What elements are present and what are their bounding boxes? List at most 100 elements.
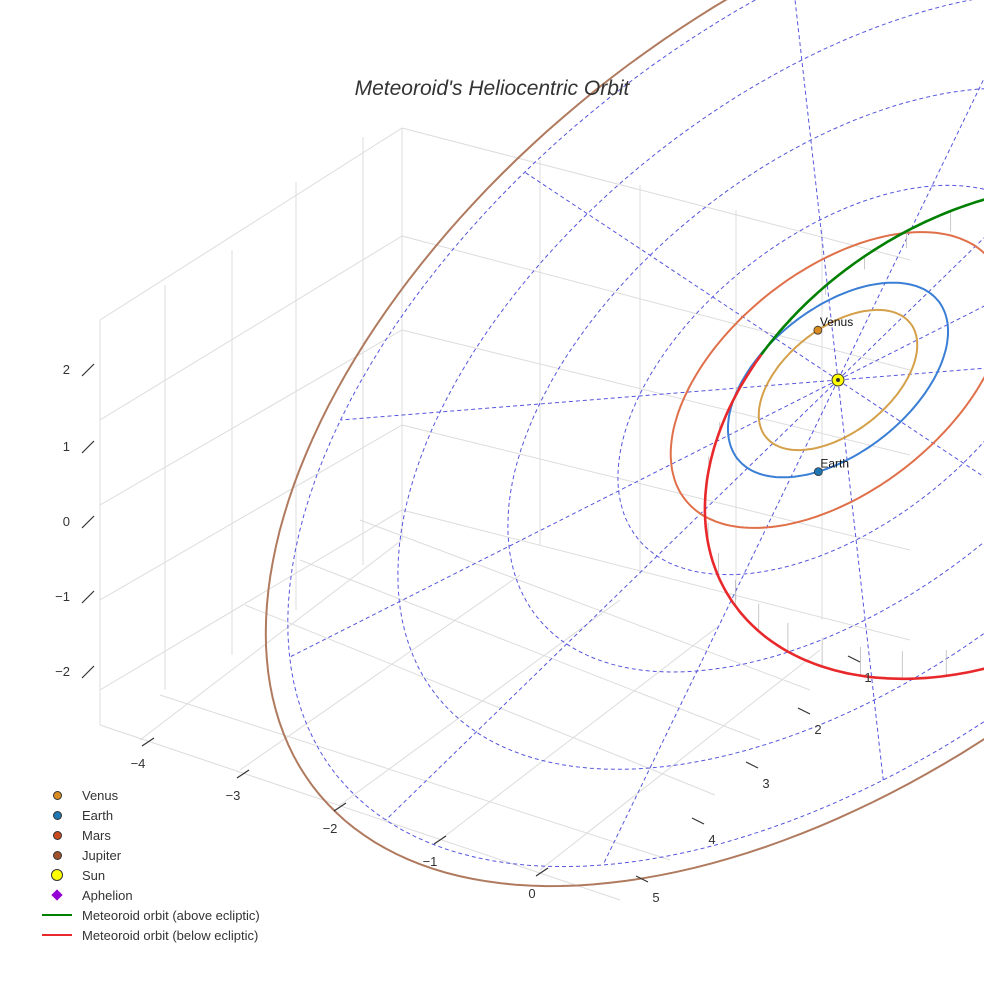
legend-label: Sun [82,867,106,883]
grid-line [339,599,621,806]
grid-line [99,329,403,506]
y-tick-mark [745,761,759,769]
grid-line [139,539,403,741]
y-tick-label: 2 [814,722,821,737]
legend-item-venus[interactable]: Venus [38,785,260,805]
z-tick-label: 2 [63,362,70,377]
jupiter-marker-icon [52,850,62,860]
legend-label: Venus [82,787,119,803]
z-tick-mark [81,665,95,679]
axis-grid [99,127,911,901]
aphelion-marker-icon [51,889,63,901]
grid-line [439,624,721,841]
grid-line [539,649,821,871]
planet-orbits [264,0,984,888]
z-tick-label: −1 [55,589,70,604]
legend-label: Meteoroid orbit (below ecliptic) [82,927,259,943]
legend-label: Aphelion [82,887,133,903]
legend-label: Meteoroid orbit (above ecliptic) [82,907,260,923]
z-tick-mark [81,440,95,454]
grid-line [401,509,911,641]
ecliptic-spoke [602,379,839,866]
legend-label: Mars [82,827,111,843]
meteoroid-orbit-below-ecliptic [703,353,984,681]
z-tick-label: −2 [55,664,70,679]
ecliptic-spoke [837,379,884,781]
z-tick-mark [81,590,95,604]
sun-center [836,378,840,382]
below-ecliptic-line-icon [42,934,72,936]
y-tick-mark [635,875,649,883]
x-tick-mark [433,835,447,845]
grid-line [244,604,716,796]
meteoroid-orbit-above-ecliptic [760,198,984,356]
mars-marker-icon [52,830,62,840]
y-tick-label: 1 [864,670,871,685]
ecliptic-grid [287,0,984,868]
grid-line [99,235,403,421]
legend: Venus Earth Mars Jupiter Sun Aphelion Me… [38,785,260,945]
x-tick-label: 0 [528,886,535,901]
ecliptic-ring [507,88,984,673]
y-tick-label: 5 [652,890,659,905]
meteoroid-stems [704,211,952,679]
grid-line [99,509,403,691]
y-tick-mark [691,817,705,825]
planet-label-venus: Venus [820,315,853,329]
z-tick-label: 0 [63,514,70,529]
earth-marker-icon [52,810,62,820]
x-tick-label: −3 [226,788,241,803]
axis-ticks: −2 −1 0 1 2 −4 −3 −2 −1 0 1 2 3 4 5 [55,362,871,905]
y-tick-mark [847,655,861,663]
sun-marker-icon [51,869,63,881]
orbit-venus [757,308,919,452]
z-tick-label: 1 [63,439,70,454]
legend-item-jupiter[interactable]: Jupiter [38,845,260,865]
x-tick-label: −4 [131,756,146,771]
ecliptic-spoke [837,77,984,381]
grid-line [159,694,671,861]
orbit-mars [669,231,984,529]
ecliptic-ring [287,0,984,868]
planet-marker-venus [813,325,823,335]
ecliptic-spoke [289,379,839,658]
x-tick-mark [236,769,250,779]
ecliptic-spoke [385,379,839,821]
grid-line [401,235,911,371]
ecliptic-spoke [837,305,984,381]
z-tick-mark [81,363,95,377]
planet-marker-earth [813,467,823,477]
meteoroid-orbit [703,198,984,681]
grid-line [99,724,621,901]
legend-item-sun[interactable]: Sun [38,865,260,885]
planet-label-earth: Earth [820,457,849,471]
legend-item-mars[interactable]: Mars [38,825,260,845]
grid-line [299,559,761,741]
legend-item-aphelion[interactable]: Aphelion [38,885,260,905]
y-tick-mark [797,707,811,715]
legend-label: Jupiter [82,847,122,863]
ecliptic-spoke [340,379,839,421]
legend-item-below-ecliptic[interactable]: Meteoroid orbit (below ecliptic) [38,925,260,945]
x-tick-label: −1 [423,854,438,869]
ecliptic-ring [617,184,984,576]
grid-line [401,329,911,456]
venus-marker-icon [52,790,62,800]
grid-line [99,424,403,601]
grid-line [401,127,911,261]
legend-item-above-ecliptic[interactable]: Meteoroid orbit (above ecliptic) [38,905,260,925]
x-tick-mark [141,737,155,747]
grid-line [99,127,403,321]
grid-line [359,519,811,691]
above-ecliptic-line-icon [42,914,72,916]
legend-item-earth[interactable]: Earth [38,805,260,825]
grid-line [401,424,911,551]
z-tick-mark [81,515,95,529]
ecliptic-spoke [837,237,984,381]
y-tick-label: 3 [762,776,769,791]
ecliptic-spoke [837,367,984,381]
x-tick-mark [333,802,347,812]
